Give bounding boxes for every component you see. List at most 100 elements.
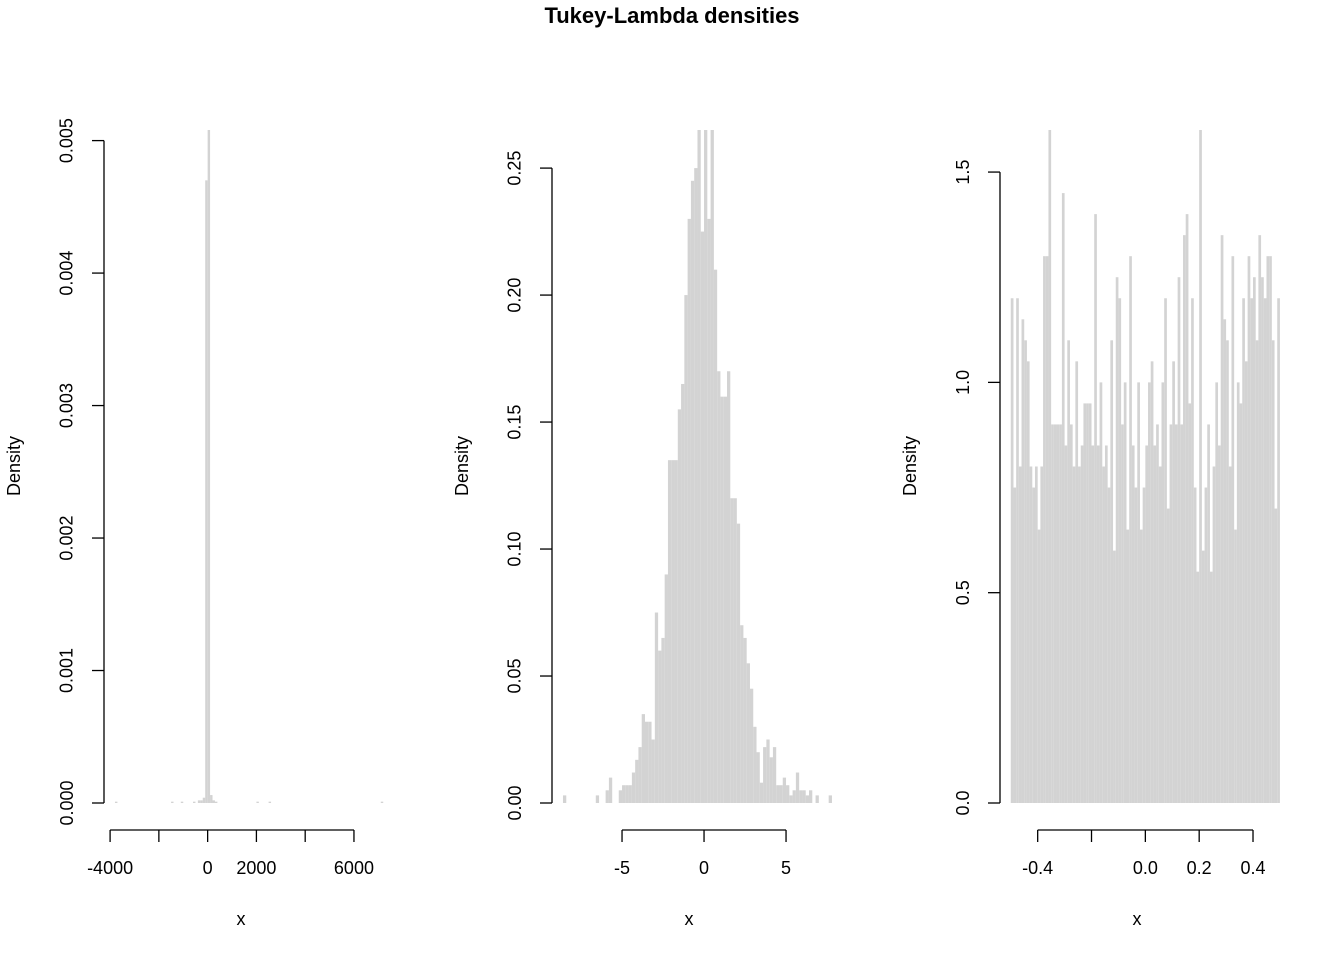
x-tick-label: -5 (614, 858, 630, 878)
y-tick-label: 0.10 (505, 532, 525, 567)
bar (1096, 445, 1100, 803)
y-tick-label: 0.004 (57, 251, 77, 296)
bar (658, 650, 662, 803)
bar (1156, 424, 1159, 803)
bar (1234, 529, 1237, 803)
bar (713, 269, 718, 803)
bar (782, 777, 787, 803)
bar (1091, 445, 1095, 803)
bar (1080, 445, 1084, 803)
y-tick-label: 0.003 (57, 383, 77, 428)
bar (595, 795, 600, 803)
bar (1018, 466, 1022, 803)
x-tick-label: 0 (203, 858, 213, 878)
bar (1253, 277, 1256, 803)
bar (1037, 529, 1041, 803)
bar (1183, 235, 1186, 803)
bar (625, 785, 629, 803)
bar (1239, 403, 1243, 803)
bar (1016, 298, 1019, 803)
bar (661, 637, 665, 803)
bar (1118, 298, 1122, 803)
bar (1274, 508, 1278, 803)
bar (622, 785, 626, 803)
bar (654, 612, 659, 803)
bar (1220, 235, 1224, 803)
bar (1142, 487, 1146, 803)
figure-title: Tukey-Lambda densities (544, 3, 799, 28)
bar (1215, 382, 1219, 803)
bar (197, 800, 201, 803)
bar (1045, 256, 1049, 803)
bar (671, 460, 675, 803)
bar (1261, 277, 1264, 803)
bar (749, 688, 754, 803)
x-axis-label: x (237, 909, 246, 929)
bar (1228, 466, 1232, 803)
bar (1153, 445, 1157, 803)
bar (114, 801, 118, 803)
bar (628, 785, 632, 803)
bar (707, 218, 711, 804)
bar (1174, 424, 1178, 803)
bar (1029, 466, 1033, 803)
bar (1250, 298, 1254, 803)
bar (1172, 361, 1175, 803)
bar (618, 790, 623, 803)
bar (1053, 424, 1057, 803)
bar (1115, 277, 1119, 803)
bar (753, 726, 757, 803)
bar (1204, 487, 1208, 803)
bar (1104, 445, 1108, 803)
bar (644, 721, 649, 803)
bar (697, 130, 701, 803)
bar (1244, 361, 1248, 803)
bar (1034, 466, 1038, 803)
bar (1242, 298, 1245, 803)
bar (809, 790, 813, 803)
x-axis-label: x (685, 909, 694, 929)
y-tick-label: 0.005 (57, 118, 77, 163)
bar (1207, 424, 1210, 803)
bar (1169, 424, 1173, 803)
bar (638, 747, 642, 803)
bar (1129, 256, 1132, 803)
bar (1271, 340, 1275, 803)
bar (1026, 361, 1030, 803)
bar (1113, 550, 1116, 803)
bar (651, 739, 655, 803)
bar (1266, 256, 1270, 803)
bar (789, 795, 793, 803)
x-tick-label: 0 (699, 858, 709, 878)
bar (631, 772, 636, 803)
bar (786, 785, 790, 803)
bar (792, 790, 796, 803)
bar (674, 460, 678, 803)
x-tick-label: -4000 (87, 858, 133, 878)
bar (1137, 382, 1140, 803)
panel: -5 0 5 0.00 0.05 0.10 0.15 0.20 0.25 x Density (452, 130, 832, 929)
bar (635, 759, 639, 803)
bar (1056, 424, 1060, 803)
bar (1277, 298, 1280, 803)
bar (171, 801, 174, 803)
y-tick-label: 0.0 (953, 790, 973, 815)
bar (605, 790, 609, 803)
bar (1121, 424, 1124, 803)
bar (1069, 424, 1073, 803)
bar (180, 801, 184, 803)
bar (1083, 403, 1087, 803)
bar (1161, 382, 1165, 803)
bar (717, 371, 721, 803)
bar (664, 574, 668, 803)
bar (769, 757, 773, 803)
x-tick-label: 0.4 (1240, 858, 1265, 878)
y-axis-label: Density (900, 436, 920, 496)
bar (256, 801, 259, 803)
x-tick-label: 5 (781, 858, 791, 878)
bar (380, 801, 384, 803)
bar (759, 782, 764, 803)
y-tick-label: 0.25 (505, 151, 525, 186)
y-tick-label: 0.002 (57, 516, 77, 561)
bar (743, 637, 747, 803)
